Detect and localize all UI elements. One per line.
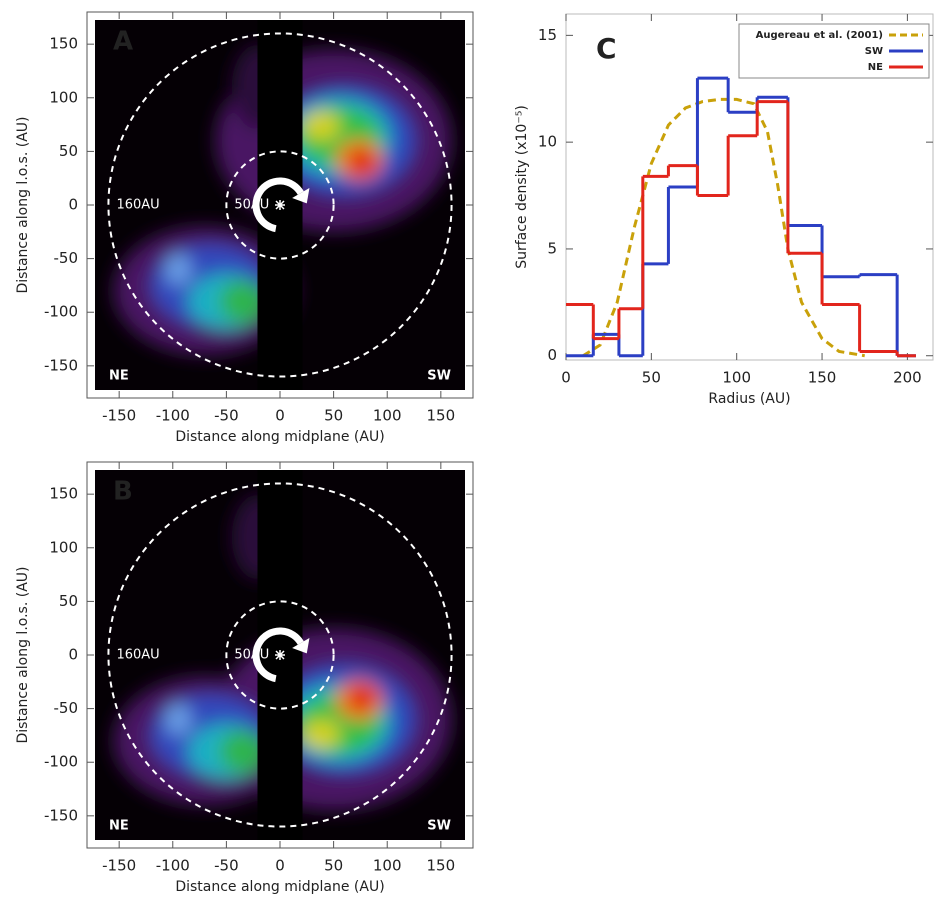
- ring-label: 50AU: [234, 198, 269, 213]
- x-tick-label: 0: [275, 407, 285, 425]
- x-axis-label: Radius (AU): [708, 391, 790, 407]
- y-axis-label: Surface density (x10⁻⁵): [514, 105, 530, 269]
- ring: [225, 150, 335, 260]
- series: [566, 100, 916, 358]
- y-axis-label: Distance along l.o.s. (AU): [15, 567, 31, 744]
- y-tick-label: 50: [59, 142, 78, 160]
- x-tick-label: 150: [427, 407, 456, 425]
- x-tick-label: 100: [373, 407, 402, 425]
- corner-label: NE: [109, 819, 129, 834]
- corner-label: NE: [109, 369, 129, 384]
- legend-label: SW: [865, 46, 883, 57]
- corner-label: SW: [427, 819, 451, 834]
- y-tick-label: 0: [68, 196, 78, 214]
- corner-label: SW: [427, 369, 451, 384]
- y-tick-label: -100: [44, 303, 78, 321]
- x-tick-label: 0: [561, 369, 571, 387]
- y-tick-label: 150: [49, 35, 78, 53]
- y-tick-label: 10: [538, 133, 557, 151]
- x-tick-label: -150: [102, 857, 136, 875]
- y-tick-label: 0: [547, 346, 557, 364]
- ring: [107, 32, 453, 378]
- y-tick-label: -50: [54, 249, 79, 267]
- emission-blob: [349, 149, 376, 175]
- y-tick-label: -150: [44, 356, 78, 374]
- y-tick-label: 0: [68, 646, 78, 664]
- image: [95, 20, 465, 390]
- image: [95, 470, 465, 840]
- emission-blob: [165, 703, 192, 736]
- ring-label: 160AU: [116, 648, 159, 663]
- x-axis-label: Distance along midplane (AU): [175, 879, 384, 895]
- y-tick-label: -50: [54, 699, 79, 717]
- panel-label: A: [113, 27, 133, 57]
- x-tick-label: -50: [214, 407, 239, 425]
- star: [275, 200, 285, 210]
- arrow-head: [292, 188, 310, 204]
- ring-label: 160AU: [116, 198, 159, 213]
- legend-label: NE: [868, 62, 883, 73]
- y-tick-label: 150: [49, 485, 78, 503]
- x-tick-label: 150: [808, 369, 837, 387]
- legend-label: Augereau et al. (2001): [756, 30, 883, 41]
- x-tick-label: 200: [893, 369, 922, 387]
- y-tick-label: 5: [547, 239, 557, 257]
- x-tick-label: -150: [102, 407, 136, 425]
- x-tick-label: -50: [214, 857, 239, 875]
- y-tick-label: -100: [44, 753, 78, 771]
- x-tick-label: 0: [275, 857, 285, 875]
- plot-frame: [565, 13, 934, 361]
- ring: [107, 482, 453, 828]
- emission-blob: [218, 730, 267, 773]
- x-tick-label: 100: [373, 857, 402, 875]
- emission-blob: [165, 253, 192, 286]
- y-tick-label: 15: [538, 26, 557, 44]
- emission: [113, 494, 452, 811]
- arrow-head: [292, 638, 310, 654]
- x-tick-label: 50: [324, 407, 343, 425]
- x-axis-label: Distance along midplane (AU): [175, 429, 384, 445]
- x-tick-label: -100: [156, 857, 190, 875]
- rotation-arrow: [252, 177, 304, 233]
- y-tick-label: 100: [49, 538, 78, 556]
- x-tick-label: -100: [156, 407, 190, 425]
- rotation-arrow: [252, 627, 304, 683]
- panel-label: C: [596, 32, 617, 65]
- star: [275, 650, 285, 660]
- x-tick-label: 50: [324, 857, 343, 875]
- ring: [225, 600, 335, 710]
- panel-label: B: [113, 477, 133, 507]
- emission-blob: [301, 719, 341, 750]
- x-tick-label: 100: [722, 369, 751, 387]
- emission-blob: [301, 110, 341, 141]
- x-tick-label: 150: [427, 857, 456, 875]
- y-axis-label: Distance along l.o.s. (AU): [15, 117, 31, 294]
- emission-blob: [218, 280, 267, 323]
- y-tick-label: 100: [49, 88, 78, 106]
- emission-blob: [349, 685, 376, 711]
- y-tick-label: 50: [59, 592, 78, 610]
- x-tick-label: 50: [642, 369, 661, 387]
- ring-label: 50AU: [234, 648, 269, 663]
- y-tick-label: -150: [44, 806, 78, 824]
